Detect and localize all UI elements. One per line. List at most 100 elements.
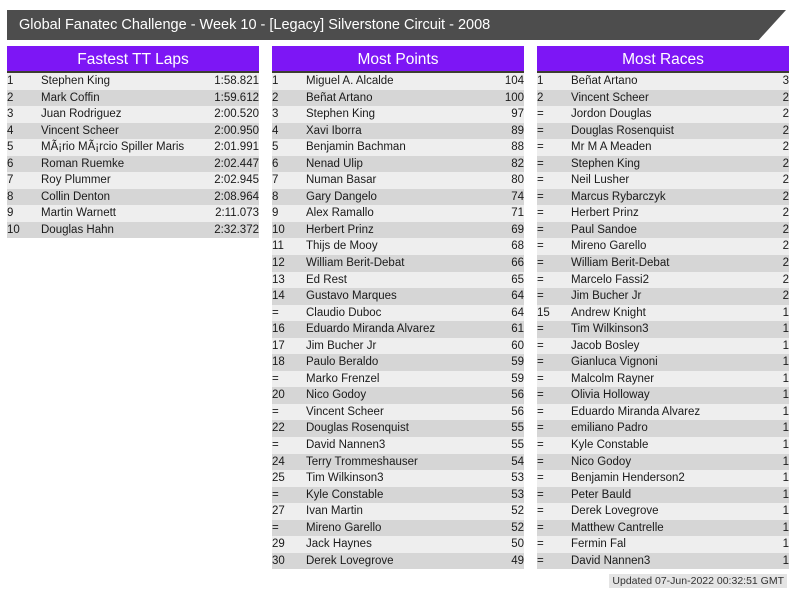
row-rank: = <box>537 223 544 236</box>
row-driver-name: Eduardo Miranda Alvarez <box>571 405 701 418</box>
table-row: 9 Alex Ramallo 71 <box>272 205 524 222</box>
table-row: 22 Douglas Rosenquist 55 <box>272 420 524 438</box>
table-row: 14 Gustavo Marques 64 <box>272 288 524 305</box>
row-rank: 18 <box>272 356 285 369</box>
row-value: 2:02.945 <box>214 174 259 187</box>
row-driver-name: Peter Bauld <box>571 488 632 501</box>
row-value: 2 <box>782 290 789 303</box>
row-driver-name: Olivia Holloway <box>571 389 650 402</box>
row-value: 1 <box>782 405 789 418</box>
row-rank: = <box>537 372 544 385</box>
row-rank: = <box>537 157 544 170</box>
row-value: 69 <box>511 223 524 236</box>
row-value: 2:11.073 <box>215 207 259 220</box>
row-rank: = <box>272 521 279 534</box>
row-driver-name: Miguel A. Alcalde <box>306 75 394 87</box>
row-value: 1 <box>782 439 789 452</box>
table-row: = Paul Sandoe 2 <box>537 221 789 239</box>
row-rank: 3 <box>272 108 279 121</box>
row-rank: 6 <box>7 157 14 170</box>
row-value: 56 <box>511 389 524 402</box>
row-value: 1 <box>782 422 789 435</box>
table-row: 3 Stephen King 97 <box>272 106 524 123</box>
row-driver-name: Gianluca Vignoni <box>571 356 658 369</box>
row-rank: 2 <box>537 91 544 104</box>
row-rank: = <box>537 108 544 121</box>
leaderboard-columns: Fastest TT Laps 1 Stephen King 1:58.821 2 Mar… <box>7 46 793 570</box>
row-rank: 8 <box>7 190 14 203</box>
table-row: 7 Roy Plummer 2:02.945 <box>7 172 259 189</box>
row-value: 65 <box>511 273 524 286</box>
page-title: Global Fanatec Challenge - Week 10 - [Le… <box>19 17 491 33</box>
row-driver-name: Mireno Garello <box>306 521 382 534</box>
row-value: 64 <box>511 306 524 319</box>
row-value: 64 <box>511 290 524 303</box>
table-row: = Gianluca Vignoni 1 <box>537 354 789 371</box>
row-driver-name: Stephen King <box>41 75 111 87</box>
table-row: 5 MÃ¡rio MÃ¡rcio Spiller Maris 2:01.991 <box>7 139 259 156</box>
row-rank: 20 <box>272 389 285 402</box>
table-row: = Marcus Rybarczyk 2 <box>537 188 789 206</box>
row-driver-name: emiliano Padro <box>571 422 648 435</box>
row-value: 1 <box>782 356 789 369</box>
table-row: 8 Gary Dangelo 74 <box>272 188 524 206</box>
row-value: 60 <box>511 339 524 352</box>
table-row: 25 Tim Wilkinson3 53 <box>272 470 524 487</box>
table-row: = Mireno Garello 2 <box>537 238 789 256</box>
row-rank: = <box>537 488 544 501</box>
row-driver-name: Terry Trommeshauser <box>306 455 418 468</box>
row-driver-name: David Nannen3 <box>571 554 651 567</box>
row-driver-name: Nico Godoy <box>571 455 632 468</box>
table-row: 1 Stephen King 1:58.821 <box>7 73 259 90</box>
row-value: 1 <box>782 472 789 485</box>
row-value: 54 <box>511 455 524 468</box>
row-rank: 10 <box>7 223 20 236</box>
row-driver-name: Jim Bucher Jr <box>306 339 377 352</box>
row-driver-name: Gary Dangelo <box>306 190 377 203</box>
row-driver-name: Douglas Rosenquist <box>306 422 409 435</box>
table-row: = Matthew Cantrelle 1 <box>537 519 789 537</box>
row-driver-name: Tim Wilkinson3 <box>306 472 384 485</box>
row-rank: = <box>537 190 544 203</box>
table-row: 24 Terry Trommeshauser 54 <box>272 453 524 471</box>
table-row: 2 Beñat Artano 100 <box>272 89 524 107</box>
row-driver-name: Kyle Constable <box>306 488 384 501</box>
table-row: = Jordon Douglas 2 <box>537 106 789 123</box>
row-value: 68 <box>511 240 524 253</box>
column-header-fastest-tt-laps: Fastest TT Laps <box>7 46 259 73</box>
row-driver-name: Martin Warnett <box>41 207 116 220</box>
row-driver-name: Kyle Constable <box>571 439 649 452</box>
row-value: 1:59.612 <box>214 91 259 104</box>
row-value: 61 <box>511 323 524 336</box>
row-rank: = <box>537 356 544 369</box>
row-rank: = <box>537 554 544 567</box>
row-rank: = <box>537 207 544 220</box>
row-value: 2 <box>782 141 789 154</box>
row-value: 56 <box>511 405 524 418</box>
table-row: = Kyle Constable 53 <box>272 486 524 504</box>
row-value: 50 <box>511 538 524 551</box>
row-value: 2:01.991 <box>214 141 259 154</box>
leaderboard-column-most-races: Most Races 1 Beñat Artano 3 2 Vincent Scheer 2… <box>537 46 789 570</box>
row-driver-name: Douglas Rosenquist <box>571 124 674 137</box>
table-row: 2 Vincent Scheer 2 <box>537 89 789 107</box>
row-value: 1 <box>782 339 789 352</box>
row-driver-name: Mr M A Meaden <box>571 141 652 154</box>
row-driver-name: Ed Rest <box>306 273 347 286</box>
row-driver-name: Xavi Iborra <box>306 124 362 137</box>
row-driver-name: Juan Rodriguez <box>41 108 122 121</box>
row-driver-name: Collin Denton <box>41 190 111 203</box>
row-value: 1 <box>782 488 789 501</box>
row-rank: = <box>272 488 279 501</box>
row-value: 2 <box>782 91 789 104</box>
row-value: 49 <box>511 554 524 567</box>
row-value: 2:08.964 <box>214 190 259 203</box>
row-rank: = <box>537 240 544 253</box>
table-row: = Marcelo Fassi2 2 <box>537 271 789 289</box>
row-rank: = <box>537 273 544 286</box>
row-rank: = <box>537 339 544 352</box>
row-value: 2:32.372 <box>214 223 259 236</box>
leaderboard-column-fastest-tt-laps: Fastest TT Laps 1 Stephen King 1:58.821 2 Mar… <box>7 46 259 569</box>
row-value: 1 <box>782 455 789 468</box>
row-rank: 9 <box>7 207 14 220</box>
